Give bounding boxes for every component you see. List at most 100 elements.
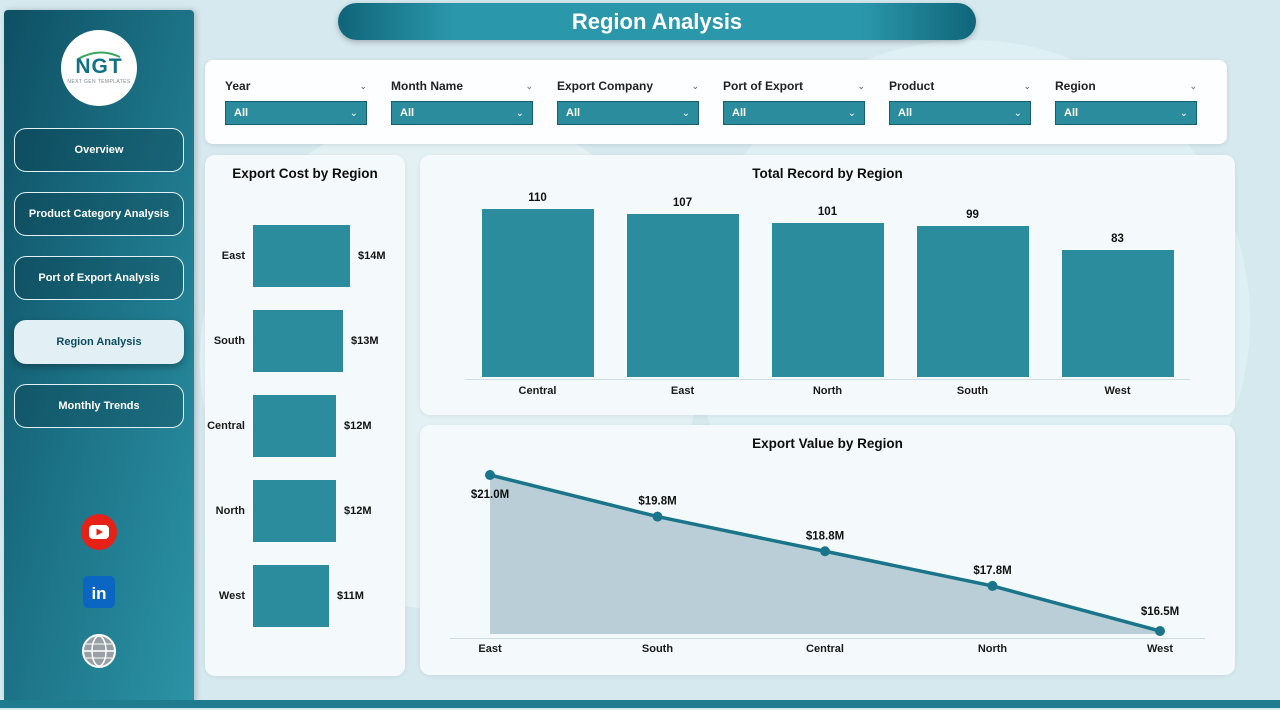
bar-east[interactable] — [253, 225, 350, 287]
total-record-panel: Total Record by Region 110 107 101 99 83 Cen… — [420, 155, 1235, 415]
export-value-chart-title: Export Value by Region — [752, 436, 903, 451]
sidebar-item-port-of-export-analysis[interactable]: Port of Export Analysis — [14, 256, 184, 300]
bar-north[interactable] — [253, 480, 336, 542]
website-icon[interactable] — [82, 634, 116, 668]
filter-label-row: Port of Export ⌄ — [723, 79, 865, 93]
filter-label: Port of Export — [723, 79, 803, 93]
total-record-bar-chart: 110 107 101 99 83 — [465, 181, 1190, 377]
vbar-column: 107 — [610, 197, 755, 377]
chevron-down-icon[interactable]: ⌄ — [691, 80, 699, 91]
logo: NGT NEXT GEN TEMPLATES — [61, 30, 137, 106]
category-label: North — [215, 505, 245, 517]
chevron-down-icon: ⌄ — [681, 107, 690, 119]
sidebar-item-monthly-trends[interactable]: Monthly Trends — [14, 384, 184, 428]
vbar-column: 101 — [755, 206, 900, 377]
filter-month-name-dropdown[interactable]: All ⌄ — [391, 101, 533, 125]
data-point-north[interactable] — [987, 580, 998, 591]
bar-central[interactable] — [253, 395, 336, 457]
chevron-down-icon[interactable]: ⌄ — [1189, 80, 1197, 91]
data-point-central[interactable] — [820, 546, 830, 557]
bottom-bar — [0, 700, 1280, 708]
value-label: 110 — [528, 192, 547, 204]
value-label: 107 — [672, 197, 693, 209]
chevron-down-icon[interactable]: ⌄ — [1023, 80, 1031, 91]
social-links: in — [4, 514, 194, 668]
total-record-chart-title: Total Record by Region — [752, 166, 903, 181]
category-label: East — [670, 385, 695, 397]
hbar-row: East $14M — [207, 225, 405, 287]
hbar-row: North $12M — [207, 480, 405, 542]
filter-year: Year ⌄ All ⌄ — [225, 79, 377, 125]
chevron-down-icon[interactable]: ⌄ — [359, 80, 367, 91]
export-value-area-chart: $21.0M $19.8M $18.8M $17.8M $16.5M — [471, 470, 1179, 636]
sidebar-nav: Overview Product Category Analysis Port of… — [4, 128, 194, 428]
bar-south[interactable] — [916, 226, 1029, 377]
filter-port-of-export: Port of Export ⌄ All ⌄ — [723, 79, 875, 125]
export-cost-panel: Export Cost by Region East $14M South $13M C… — [205, 155, 405, 676]
data-point-south[interactable] — [652, 511, 663, 522]
bar-west[interactable] — [253, 565, 329, 627]
filter-year-dropdown[interactable]: All ⌄ — [225, 101, 367, 125]
sidebar-item-overview[interactable]: Overview — [14, 128, 184, 172]
filter-bar: Year ⌄ All ⌄ Month Name ⌄ All ⌄ Export Company ⌄ A… — [205, 60, 1227, 144]
category-label: East — [221, 250, 245, 262]
data-point-east[interactable] — [485, 470, 495, 480]
filter-label-row: Month Name ⌄ — [391, 79, 533, 93]
bar-south[interactable] — [253, 310, 343, 372]
chevron-down-icon: ⌄ — [847, 107, 856, 119]
value-label: $11M — [337, 590, 364, 602]
value-label: 99 — [966, 209, 979, 221]
category-label: Central — [518, 385, 557, 397]
category-label: North — [812, 385, 843, 397]
export-value-panel: Export Value by Region $21.0M $19.8M $18.8… — [420, 425, 1235, 675]
value-label: $13M — [351, 335, 379, 347]
bar-west[interactable] — [1061, 250, 1174, 377]
svg-text:in: in — [91, 584, 106, 603]
chevron-down-icon: ⌄ — [1013, 107, 1022, 119]
filter-product-dropdown[interactable]: All ⌄ — [889, 101, 1031, 125]
linkedin-icon[interactable]: in — [83, 576, 115, 608]
value-label: $17.8M — [973, 565, 1011, 577]
filter-port-of-export-dropdown[interactable]: All ⌄ — [723, 101, 865, 125]
filter-region-dropdown[interactable]: All ⌄ — [1055, 101, 1197, 125]
hbar-row: West $11M — [207, 565, 405, 627]
bar-central[interactable] — [481, 209, 594, 377]
filter-export-company: Export Company ⌄ All ⌄ — [557, 79, 709, 125]
youtube-icon[interactable] — [81, 514, 117, 550]
filter-selected-value: All — [566, 107, 581, 119]
bar-east[interactable] — [626, 214, 739, 377]
category-label: Central — [207, 420, 245, 432]
filter-label-row: Region ⌄ — [1055, 79, 1197, 93]
filter-selected-value: All — [1064, 107, 1079, 119]
sidebar-item-product-category-analysis[interactable]: Product Category Analysis — [14, 192, 184, 236]
filter-label-row: Year ⌄ — [225, 79, 367, 93]
filter-region: Region ⌄ All ⌄ — [1055, 79, 1207, 125]
value-label: $19.8M — [638, 496, 676, 508]
category-label: East — [478, 643, 502, 655]
vbar-column: 99 — [900, 209, 1045, 377]
value-label: $12M — [344, 505, 372, 517]
filter-label: Year — [225, 79, 251, 93]
category-label: West — [1104, 385, 1131, 397]
category-label: Central — [806, 643, 844, 655]
chevron-down-icon: ⌄ — [349, 107, 358, 119]
data-point-west[interactable] — [1155, 626, 1165, 636]
filter-selected-value: All — [400, 107, 415, 119]
chevron-down-icon[interactable]: ⌄ — [857, 80, 865, 91]
sidebar-item-region-analysis[interactable]: Region Analysis — [14, 320, 184, 364]
value-label: 83 — [1111, 233, 1124, 245]
category-label: West — [1146, 643, 1174, 655]
value-label: $21.0M — [471, 489, 509, 501]
value-label: $14M — [358, 250, 386, 262]
filter-selected-value: All — [732, 107, 747, 119]
filter-export-company-dropdown[interactable]: All ⌄ — [557, 101, 699, 125]
value-label: $18.8M — [806, 530, 844, 542]
chevron-down-icon: ⌄ — [1179, 107, 1188, 119]
logo-swoosh-icon — [77, 51, 121, 60]
category-label: North — [977, 643, 1008, 655]
filter-label-row: Product ⌄ — [889, 79, 1031, 93]
chevron-down-icon[interactable]: ⌄ — [525, 80, 533, 91]
value-label: 101 — [817, 206, 838, 218]
bar-north[interactable] — [771, 223, 884, 377]
